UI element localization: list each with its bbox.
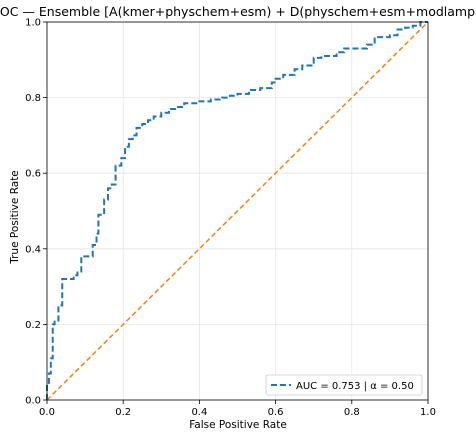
y-tick-label: 0.0 — [25, 396, 41, 407]
legend-label: AUC = 0.753 | α = 0.50 — [296, 381, 414, 392]
y-tick-label: 0.2 — [25, 320, 41, 331]
chart-title: ROC — Ensemble [A(kmer+physchem+esm) + D… — [0, 4, 476, 19]
x-tick-label: 0.0 — [39, 407, 55, 418]
x-tick-label: 1.0 — [420, 407, 436, 418]
plot-area — [46, 21, 429, 401]
roc-curve — [46, 21, 428, 400]
legend-box — [265, 374, 423, 396]
x-tick-label: 0.6 — [268, 407, 284, 418]
x-tick-label: 0.8 — [344, 407, 360, 418]
chance-diagonal — [46, 21, 429, 401]
y-tick-label: 0.6 — [25, 169, 41, 180]
x-axis-label: False Positive Rate — [189, 419, 287, 431]
legend: AUC = 0.753 | α = 0.50 — [265, 374, 423, 396]
axes: 0.0 0.2 0.4 0.6 0.8 1.0 0.0 0.2 0.4 0.6 0.8 1.0 — [25, 18, 436, 419]
y-axis-label: True Positive Rate — [9, 170, 21, 265]
axes-frame — [46, 21, 429, 401]
y-tick-label: 0.4 — [25, 244, 41, 255]
x-tick-label: 0.2 — [115, 407, 131, 418]
y-tick-label: 0.8 — [25, 93, 41, 104]
y-tick-label: 1.0 — [25, 18, 41, 29]
x-tick-label: 0.4 — [191, 407, 207, 418]
